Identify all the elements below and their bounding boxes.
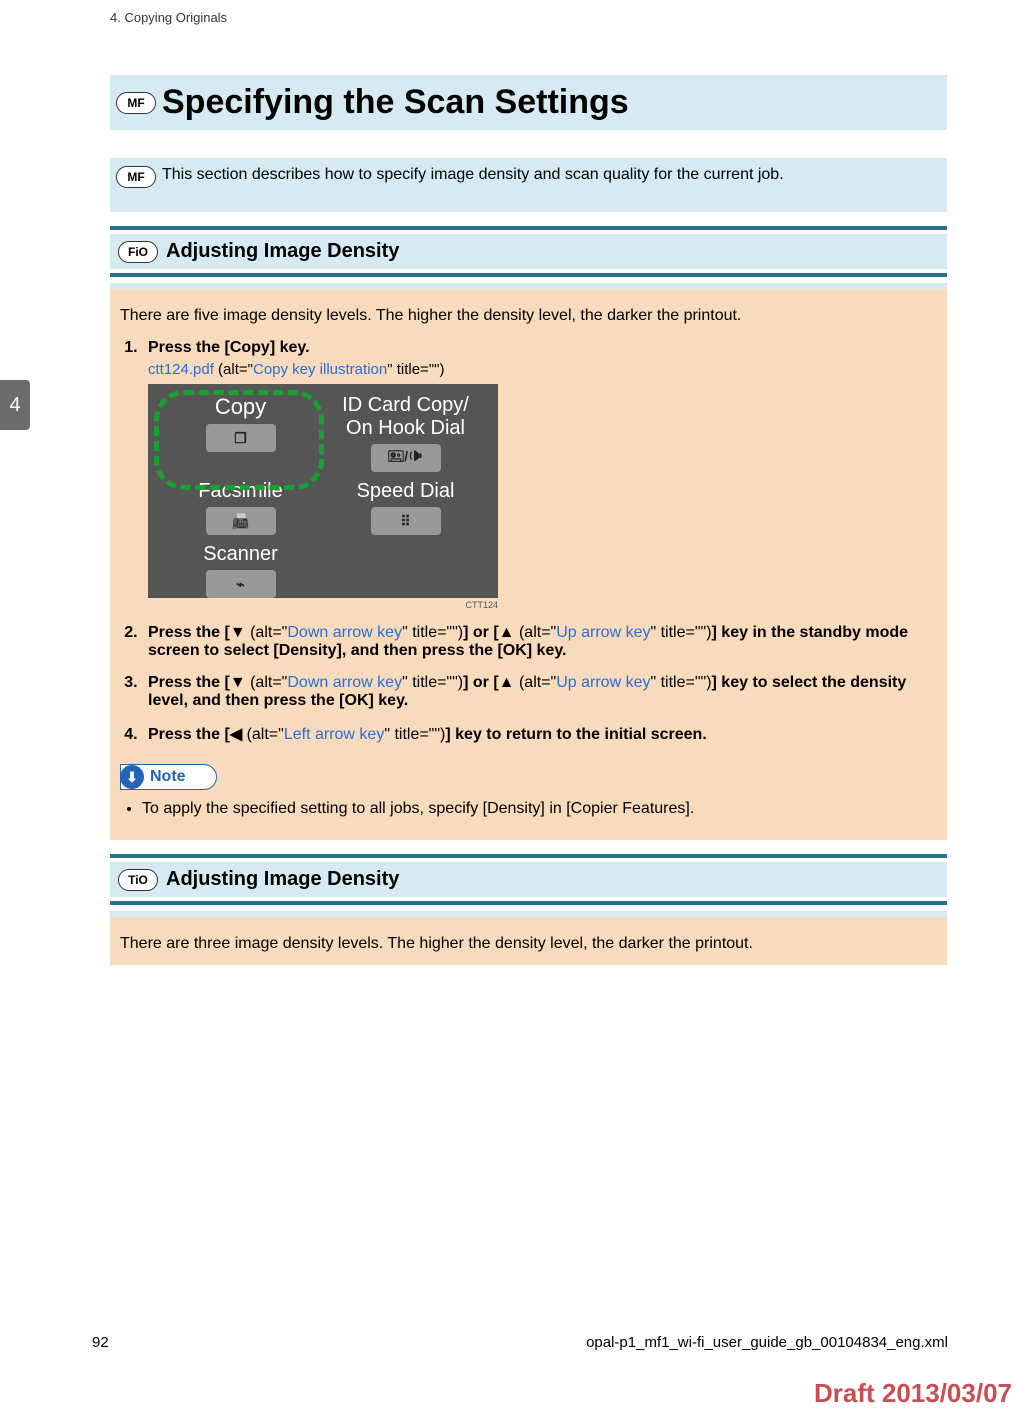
step-4: Press the [◀ (alt="Left arrow key" title… [142,724,931,744]
panel-scanner-button: ⌁ [206,570,276,598]
s4-lalts: " title="") [384,726,445,743]
panel-copy-label: Copy [158,394,323,420]
note-list: To apply the specified setting to all jo… [142,800,931,818]
panel-scanner-label: Scanner [158,543,323,566]
left-arrow-icon: ◀ [230,726,242,743]
section-heading-1: FiO Adjusting Image Density [110,226,947,277]
s4-lalt: Left arrow key [284,726,384,743]
alt-suffix: " title="") [387,361,444,378]
step-1: Press the [Copy] key. ctt124.pdf (alt="C… [142,339,931,610]
s2-daltp: (alt=" [246,624,288,641]
model-pill-mf-intro: MF [116,166,156,188]
page-number: 92 [92,1334,109,1351]
alt-prefix: (alt=" [214,361,253,378]
model-pill-tio: TiO [118,869,158,891]
panel-fax-label: Facsimile [158,480,323,503]
s2-ualts: " title="") [650,624,711,641]
page-footer: 92 opal-p1_mf1_wi-fi_user_guide_gb_00104… [92,1334,948,1351]
section2-body: There are three image density levels. Th… [110,911,947,965]
image-file-link[interactable]: ctt124.pdf [148,361,214,378]
note-label: Note [144,768,216,786]
section1-lead: There are five image density levels. The… [120,307,931,325]
note-icon: ⬇ [120,765,144,789]
section1-body: There are five image density levels. The… [110,283,947,840]
panel-idcard-button: 🖭/🕩 [371,444,441,472]
step1-text: Press the [Copy] key. [148,339,310,356]
s2-mid: ] or [ [463,624,499,641]
note-item: To apply the specified setting to all jo… [142,800,931,818]
section-title: Adjusting Image Density [166,868,399,891]
s2-dalt: Down arrow key [287,624,402,641]
panel-copy-button: ❐ [206,424,276,452]
panel-idcard-label: ID Card Copy/ [323,394,488,417]
control-panel-illustration: Copy ❐ ID Card Copy/ On Hook Dial 🖭/🕩 [148,384,498,598]
intro-text: This section describes how to specify im… [162,166,784,184]
intro-band: MF This section describes how to specify… [110,152,947,212]
page-title-bar: MF Specifying the Scan Settings [110,75,947,130]
draft-watermark: Draft 2013/03/07 [814,1378,1012,1409]
source-file: opal-p1_mf1_wi-fi_user_guide_gb_00104834… [586,1334,948,1351]
model-pill-fio: FiO [118,241,158,263]
s4-laltp: (alt=" [242,726,284,743]
s4-post: ] key to return to the initial screen. [445,726,706,743]
panel-fax-button: 📠 [206,507,276,535]
s4-pre: Press the [ [148,726,230,743]
s3-ualts: " title="") [650,674,711,691]
down-arrow-icon: ▼ [230,674,246,691]
up-arrow-icon: ▲ [499,624,515,641]
panel-onhook-label: On Hook Dial [323,417,488,440]
step-2: Press the [▼ (alt="Down arrow key" title… [142,624,931,660]
procedure-list: Press the [Copy] key. ctt124.pdf (alt="C… [142,339,931,744]
page: 4. Copying Originals 4 MF Specifying the… [0,0,1032,1421]
down-arrow-icon: ▼ [230,624,246,641]
s2-dalts: " title="") [402,624,463,641]
section2-lead: There are three image density levels. Th… [120,935,931,953]
section-title: Adjusting Image Density [166,240,399,263]
section-heading-2: TiO Adjusting Image Density [110,854,947,905]
s3-dalt: Down arrow key [287,674,402,691]
note-heading: ⬇ Note [120,764,217,790]
model-pill-mf: MF [116,92,156,114]
running-head: 4. Copying Originals [110,10,1032,25]
panel-caption: CTT124 [148,600,498,610]
image-reference: ctt124.pdf (alt="Copy key illustration" … [148,361,931,378]
s3-dalts: " title="") [402,674,463,691]
s3-mid: ] or [ [463,674,499,691]
s3-ualtp: (alt=" [515,674,557,691]
image-alt: Copy key illustration [253,361,387,378]
chapter-side-tab: 4 [0,380,30,430]
panel-speed-label: Speed Dial [323,480,488,503]
content-area: MF Specifying the Scan Settings MF This … [110,75,947,965]
s2-ualt: Up arrow key [556,624,650,641]
s2-pre: Press the [ [148,624,230,641]
s2-ualtp: (alt=" [515,624,557,641]
s3-daltp: (alt=" [246,674,288,691]
page-title: Specifying the Scan Settings [162,83,629,122]
s3-ualt: Up arrow key [556,674,650,691]
panel-speed-button: ⠿ [371,507,441,535]
up-arrow-icon: ▲ [499,674,515,691]
step-3: Press the [▼ (alt="Down arrow key" title… [142,674,931,710]
s3-pre: Press the [ [148,674,230,691]
